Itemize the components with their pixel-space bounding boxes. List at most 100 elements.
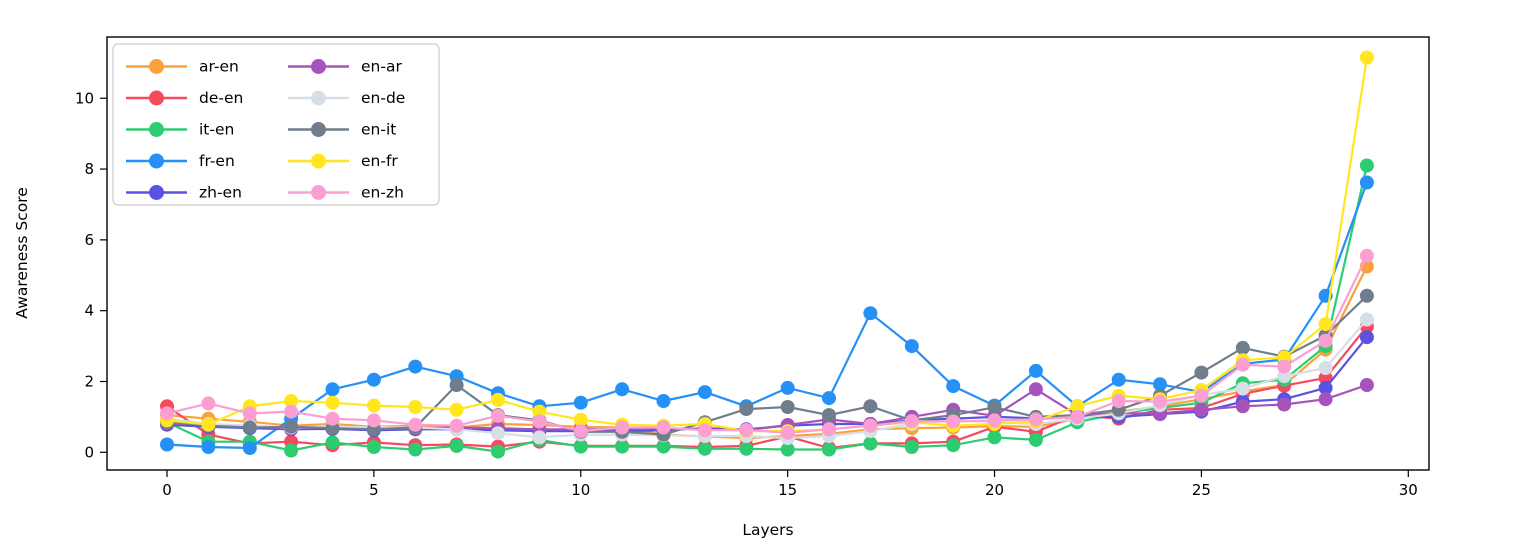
- data-point-en-zh: [1194, 388, 1209, 403]
- data-point-en-fr: [449, 402, 464, 417]
- legend-item-en-zh: en-zh: [288, 184, 404, 202]
- data-point-fr-en: [1153, 377, 1167, 392]
- data-point-en-ar: [1235, 399, 1250, 414]
- x-axis-tick-label: 10: [571, 481, 590, 499]
- legend-marker: [149, 90, 164, 106]
- legend-label: de-en: [199, 89, 243, 107]
- legend-label: ar-en: [199, 58, 239, 76]
- data-point-it-en: [1359, 158, 1374, 173]
- data-point-it-en: [822, 442, 836, 457]
- legend-marker: [311, 185, 326, 200]
- data-point-en-fr: [532, 404, 547, 419]
- data-point-fr-en: [863, 306, 878, 321]
- x-axis-tick-label: 15: [778, 481, 797, 499]
- data-point-en-ar: [1028, 382, 1043, 397]
- data-point-it-en: [366, 440, 381, 454]
- data-point-en-it: [1359, 288, 1374, 303]
- data-point-fr-en: [822, 391, 836, 406]
- data-point-en-de: [1318, 361, 1333, 375]
- legend-marker: [149, 185, 164, 200]
- data-point-fr-en: [904, 339, 919, 354]
- data-point-en-zh: [615, 420, 630, 435]
- series-line-en-zh: [165, 254, 1369, 434]
- data-point-en-it: [863, 399, 878, 414]
- data-point-en-zh: [780, 425, 795, 440]
- data-point-en-zh: [987, 413, 1002, 428]
- data-point-en-it: [780, 400, 795, 414]
- data-point-it-en: [408, 442, 423, 457]
- data-point-fr-en: [242, 441, 257, 455]
- legend-item-zh-en: zh-en: [126, 184, 242, 202]
- data-point-fr-en: [366, 372, 381, 387]
- data-point-en-ar: [1194, 402, 1209, 417]
- data-point-en-fr: [201, 417, 216, 432]
- data-point-en-zh: [408, 417, 423, 432]
- data-point-en-zh: [904, 414, 919, 429]
- data-point-en-de: [532, 430, 547, 445]
- data-point-en-zh: [366, 413, 381, 428]
- y-axis-label: Awareness Score: [13, 187, 31, 319]
- data-point-fr-en: [573, 395, 588, 410]
- y-axis-tick-label: 2: [84, 372, 94, 390]
- data-point-en-zh: [1235, 357, 1250, 372]
- legend-label: en-it: [361, 121, 396, 139]
- data-point-en-it: [1194, 365, 1209, 380]
- legend: ar-en de-en it-en fr-en zh-en en-ar en-de en-it…: [112, 43, 440, 206]
- data-point-it-en: [1028, 432, 1043, 447]
- x-axis-label: Layers: [742, 521, 793, 539]
- data-point-it-en: [863, 436, 878, 451]
- x-axis-tick-label: 30: [1399, 481, 1418, 499]
- legend-marker: [149, 59, 164, 74]
- data-point-en-it: [284, 419, 299, 434]
- legend-item-ar-en: ar-en: [126, 58, 239, 76]
- data-point-en-de: [491, 426, 505, 441]
- legend-item-it-en: it-en: [126, 121, 234, 139]
- data-point-en-zh: [946, 414, 961, 429]
- data-point-en-fr: [408, 400, 423, 414]
- data-point-it-en: [615, 439, 630, 454]
- data-point-zh-en: [1359, 330, 1374, 345]
- data-point-en-zh: [1028, 412, 1043, 427]
- data-point-en-fr: [491, 392, 505, 407]
- data-point-en-it: [739, 402, 754, 417]
- data-point-fr-en: [656, 394, 671, 408]
- data-point-en-zh: [863, 418, 878, 433]
- legend-label: en-de: [361, 89, 405, 107]
- data-point-en-fr: [1070, 399, 1085, 414]
- data-point-en-zh: [697, 423, 712, 438]
- data-point-en-fr: [1359, 50, 1374, 65]
- data-point-en-ar: [1277, 397, 1292, 412]
- data-point-en-zh: [284, 404, 299, 419]
- x-axis-tick-label: 5: [369, 481, 379, 499]
- data-point-en-zh: [1277, 359, 1292, 374]
- y-axis-tick-label: 4: [84, 302, 94, 320]
- data-point-fr-en: [160, 437, 174, 452]
- data-point-it-en: [739, 441, 754, 456]
- data-point-fr-en: [615, 382, 630, 397]
- legend-marker: [149, 153, 164, 169]
- legend-item-en-ar: en-ar: [288, 58, 402, 76]
- data-point-it-en: [946, 438, 961, 453]
- data-point-fr-en: [780, 380, 795, 395]
- data-point-en-ar: [1318, 392, 1333, 407]
- data-point-en-zh: [160, 406, 174, 421]
- data-point-en-it: [987, 400, 1002, 415]
- data-point-zh-en: [1318, 380, 1333, 395]
- y-axis-tick-label: 6: [84, 231, 94, 249]
- data-point-en-zh: [822, 422, 836, 437]
- data-point-en-zh: [532, 414, 547, 429]
- series-line-zh-en: [165, 336, 1369, 433]
- data-point-en-zh: [739, 423, 754, 437]
- legend-label: fr-en: [199, 152, 235, 170]
- data-point-en-zh: [1359, 248, 1374, 263]
- legend-item-en-fr: en-fr: [288, 152, 398, 170]
- legend-label: zh-en: [199, 184, 242, 202]
- legend-marker: [311, 122, 326, 137]
- data-point-en-de: [1277, 369, 1292, 384]
- data-point-en-fr: [284, 394, 299, 408]
- x-axis-tick-label: 20: [985, 481, 1004, 499]
- legend-marker: [311, 59, 326, 74]
- data-point-it-en: [656, 439, 671, 454]
